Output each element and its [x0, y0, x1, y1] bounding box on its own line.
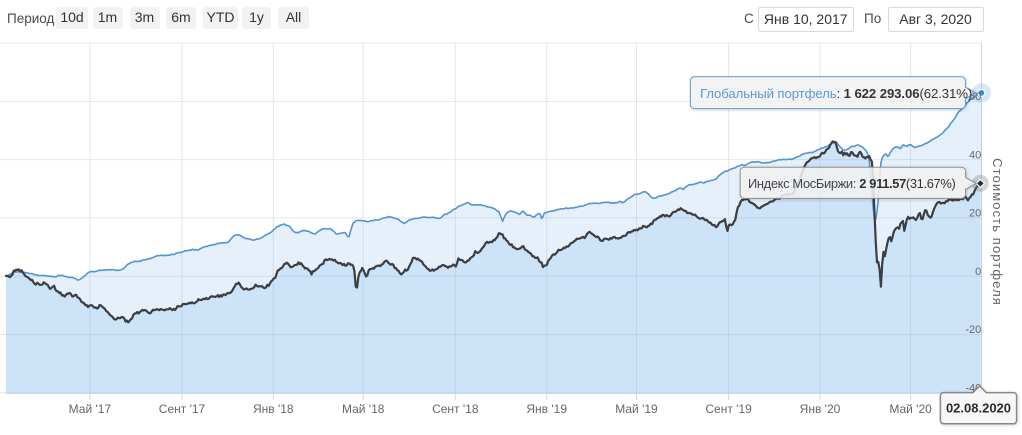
svg-text:40: 40 — [969, 149, 981, 161]
svg-text:Май '17: Май '17 — [69, 402, 112, 416]
svg-text:Янв '19: Янв '19 — [526, 402, 567, 416]
svg-text:Глобальный портфель: 1 622 293: Глобальный портфель: 1 622 293.06(62.31%… — [700, 86, 972, 101]
svg-text:Сент '17: Сент '17 — [159, 402, 206, 416]
svg-text:Сент '18: Сент '18 — [432, 402, 479, 416]
svg-text:Индекс МосБиржи: 2 911.57(31.6: Индекс МосБиржи: 2 911.57(31.67%) — [748, 176, 955, 191]
svg-text:-20: -20 — [965, 324, 981, 336]
svg-text:Май '18: Май '18 — [342, 402, 385, 416]
svg-text:0: 0 — [975, 266, 981, 278]
svg-text:Янв '20: Янв '20 — [800, 402, 841, 416]
svg-text:02.08.2020: 02.08.2020 — [946, 401, 1011, 416]
svg-text:Май '19: Май '19 — [615, 402, 658, 416]
svg-text:20: 20 — [969, 208, 981, 220]
svg-text:60: 60 — [969, 91, 981, 103]
svg-text:Янв '18: Янв '18 — [253, 402, 294, 416]
svg-text:Сент '19: Сент '19 — [705, 402, 752, 416]
svg-text:Май '20: Май '20 — [889, 402, 932, 416]
svg-text:Стоимость портфеля: Стоимость портфеля — [990, 158, 1005, 306]
